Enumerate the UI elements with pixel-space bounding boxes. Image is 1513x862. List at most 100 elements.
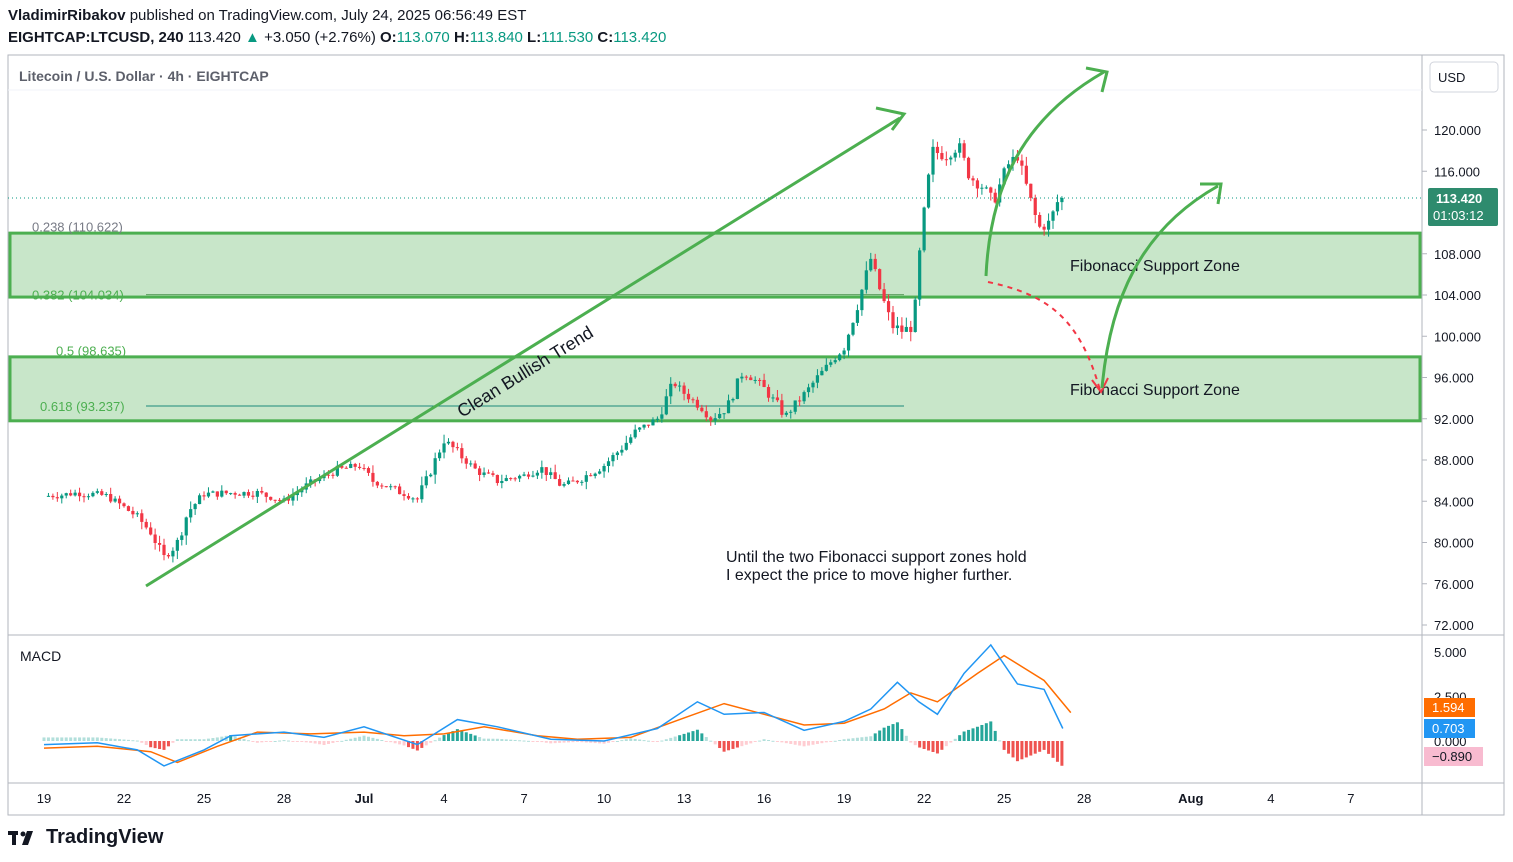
bearish-candle [286, 498, 291, 501]
macd-histogram-bar [904, 735, 908, 741]
bearish-candle [82, 496, 86, 498]
low-value: 111.530 [541, 29, 594, 46]
macd-histogram-bar [864, 736, 868, 741]
macd-histogram-bar [104, 738, 108, 741]
author-name[interactable]: VladimirRibakov [8, 7, 126, 24]
macd-histogram-bar [535, 741, 539, 742]
macd-histogram-bar [993, 730, 997, 741]
footer-brand[interactable]: TradingView [8, 826, 163, 849]
macd-tick-label: 5.000 [1434, 645, 1467, 660]
bearish-candle [944, 159, 948, 161]
macd-histogram-bar [598, 741, 602, 744]
macd-histogram-bar [855, 737, 859, 741]
bullish-candle [793, 400, 797, 412]
macd-histogram-bar [838, 740, 842, 742]
bearish-candle [344, 467, 348, 469]
bullish-candle [904, 326, 908, 332]
macd-histogram-bar [362, 735, 366, 741]
price-tick-label: 100.000 [1434, 329, 1481, 344]
price-tick-label: 80.000 [1434, 536, 1474, 551]
macd-histogram-bar [918, 741, 922, 748]
annotation-text: I expect the price to move higher furthe… [726, 567, 1012, 584]
macd-histogram-bar [549, 741, 553, 744]
macd-histogram-bar [971, 728, 975, 741]
bullish-candle [611, 455, 615, 462]
fib-level-label: 0.382 (104.034) [32, 288, 124, 303]
macd-histogram-bar [789, 741, 793, 744]
price-axis[interactable]: 120.000 116.000 108.000 104.000 100.000 96.00… [1422, 123, 1481, 633]
bullish-candle [922, 207, 926, 251]
bearish-candle [166, 555, 171, 557]
macd-histogram-bar [1047, 741, 1051, 754]
bearish-candle [709, 417, 713, 421]
currency-button[interactable] [1429, 61, 1499, 93]
bullish-candle [255, 491, 259, 497]
macd-histogram-bar [184, 739, 188, 741]
bullish-candle [726, 400, 731, 414]
bearish-candle [246, 492, 251, 496]
macd-histogram-bar [464, 732, 468, 741]
macd-histogram-bar [166, 741, 170, 747]
macd-histogram-bar [304, 741, 308, 743]
bearish-candle [202, 495, 206, 497]
macd-histogram-bar [749, 741, 753, 744]
macd-histogram-bar [567, 741, 571, 743]
macd-histogram-bar [504, 739, 508, 741]
bullish-candle [1051, 211, 1055, 221]
bearish-candle [962, 143, 966, 158]
bullish-candle [95, 491, 99, 493]
macd-histogram-bar [300, 741, 304, 742]
bullish-candle [46, 495, 51, 497]
time-tick-label: 19 [37, 791, 51, 806]
bearish-candle [380, 485, 384, 487]
time-axis[interactable]: 19 22 25 28 Jul 4 7 10 13 16 19 22 25 28 Aug 4 7 [37, 791, 1355, 806]
bullish-candle [824, 364, 828, 371]
bullish-candle [651, 419, 655, 426]
macd-histogram-bar [682, 733, 686, 741]
macd-histogram-bar [424, 741, 428, 746]
price-tick-label: 76.000 [1434, 577, 1474, 592]
bearish-candle [149, 527, 153, 535]
macd-histogram-bar [624, 739, 628, 741]
bearish-candle [1042, 226, 1046, 230]
macd-histogram-bar [202, 739, 206, 741]
macd-histogram-bar [909, 741, 913, 743]
macd-histogram-bar [255, 741, 259, 743]
macd-histogram-bar [100, 737, 104, 741]
macd-histogram-bar [455, 729, 459, 741]
macd-histogram-bar [793, 741, 797, 745]
macd-line [43, 643, 1064, 767]
symbol-label: EIGHTCAP:LTCUSD, 240 [8, 29, 184, 46]
time-tick-label: 22 [917, 791, 931, 806]
macd-histogram-bar [509, 739, 513, 741]
current-price-tag [1428, 188, 1498, 226]
macd-histogram-bar [149, 741, 153, 748]
bearish-candle [162, 544, 166, 556]
macd-histogram-bar [989, 721, 993, 741]
macd-histogram-bar [580, 741, 584, 743]
bullish-candle [446, 441, 451, 444]
bearish-candle [762, 379, 766, 388]
bullish-candle [73, 492, 77, 496]
macd-histogram-bar [487, 738, 490, 741]
bullish-candle [540, 467, 544, 473]
bearish-candle [357, 466, 362, 468]
macd-histogram-bar [322, 741, 326, 746]
bearish-candle [384, 486, 388, 488]
fibonacci-levels: 0.238 (110.622) 0.382 (104.034) 0.5 (98.63… [32, 220, 904, 414]
price-change: +3.050 (+2.76%) [264, 29, 376, 46]
bullish-candle [869, 258, 873, 271]
macd-histogram-bar [642, 740, 646, 742]
bullish-candle [815, 375, 820, 383]
bearish-candle [891, 312, 895, 329]
bearish-candle [1015, 156, 1020, 161]
macd-histogram-bar [633, 738, 637, 741]
bullish-candle [242, 492, 246, 496]
bullish-candle [851, 322, 855, 335]
bearish-candle [464, 458, 468, 464]
bullish-candle [918, 250, 922, 300]
macd-histogram-bar [393, 741, 397, 744]
bearish-candle [873, 258, 877, 270]
support-zones: Fibonacci Support Zone Fibonacci Support … [8, 231, 1422, 423]
